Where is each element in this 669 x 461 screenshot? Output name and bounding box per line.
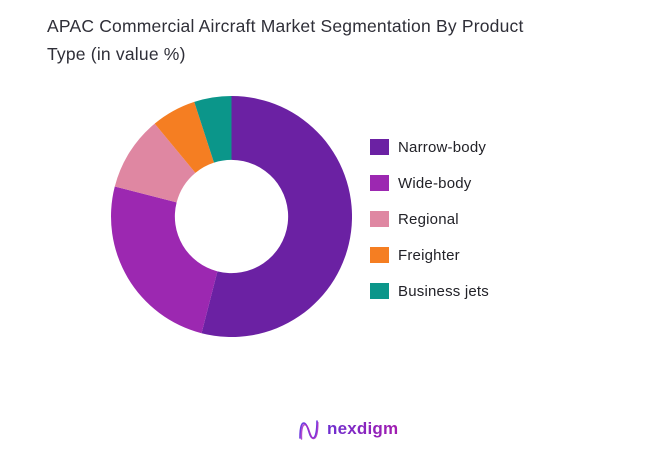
legend-swatch-freighter	[370, 247, 389, 263]
legend-label: Regional	[398, 210, 459, 228]
legend-label: Narrow-body	[398, 138, 487, 156]
donut-slice-business-jets	[194, 96, 232, 163]
legend-item-regional: Regional	[370, 210, 489, 228]
legend-item-narrow-body: Narrow-body	[370, 138, 489, 156]
nexdigm-wave-n-icon	[299, 420, 319, 440]
legend-item-freighter: Freighter	[370, 246, 489, 264]
donut-slice-wide-body	[111, 186, 218, 334]
legend-item-wide-body: Wide-body	[370, 174, 489, 192]
legend-swatch-narrow-body	[370, 139, 389, 155]
chart-title-line2: Type (in value %)	[47, 43, 186, 64]
donut-chart-svg	[111, 96, 352, 337]
donut-slice-freighter	[154, 101, 214, 173]
brand-logo: nexdigm	[296, 415, 398, 443]
chart-title-line1: APAC Commercial Aircraft Market Segmenta…	[47, 16, 524, 36]
donut-chart	[111, 96, 352, 337]
donut-slice-regional	[114, 123, 196, 203]
legend-swatch-regional	[370, 211, 389, 227]
legend-label: Freighter	[398, 246, 460, 264]
legend-item-business-jets: Business jets	[370, 282, 489, 300]
legend-swatch-wide-body	[370, 175, 389, 191]
brand-wordmark: nexdigm	[327, 419, 399, 438]
legend-swatch-business-jets	[370, 283, 389, 299]
chart-title: APAC Commercial Aircraft Market Segmenta…	[47, 13, 647, 68]
legend-label: Business jets	[398, 282, 489, 300]
legend: Narrow-body Wide-body Regional Freighter Bus…	[370, 138, 489, 300]
donut-slice-narrow-body	[201, 96, 352, 337]
legend-label: Wide-body	[398, 174, 472, 192]
